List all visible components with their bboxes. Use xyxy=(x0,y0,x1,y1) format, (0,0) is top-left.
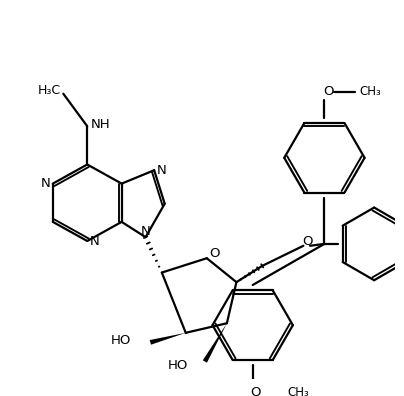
Text: O: O xyxy=(323,85,333,98)
Text: CH₃: CH₃ xyxy=(360,85,381,98)
Text: N: N xyxy=(141,225,150,238)
Text: N: N xyxy=(40,177,50,190)
Text: NH: NH xyxy=(91,118,110,131)
Text: N: N xyxy=(157,164,167,177)
Polygon shape xyxy=(203,323,227,363)
Text: O: O xyxy=(209,247,220,260)
Text: CH₃: CH₃ xyxy=(288,386,309,396)
Text: O: O xyxy=(250,386,261,396)
Text: O: O xyxy=(302,234,312,248)
Text: N: N xyxy=(90,234,100,248)
Text: HO: HO xyxy=(111,334,131,347)
Text: HO: HO xyxy=(167,359,187,372)
Polygon shape xyxy=(150,333,186,345)
Text: H₃C: H₃C xyxy=(37,84,61,97)
